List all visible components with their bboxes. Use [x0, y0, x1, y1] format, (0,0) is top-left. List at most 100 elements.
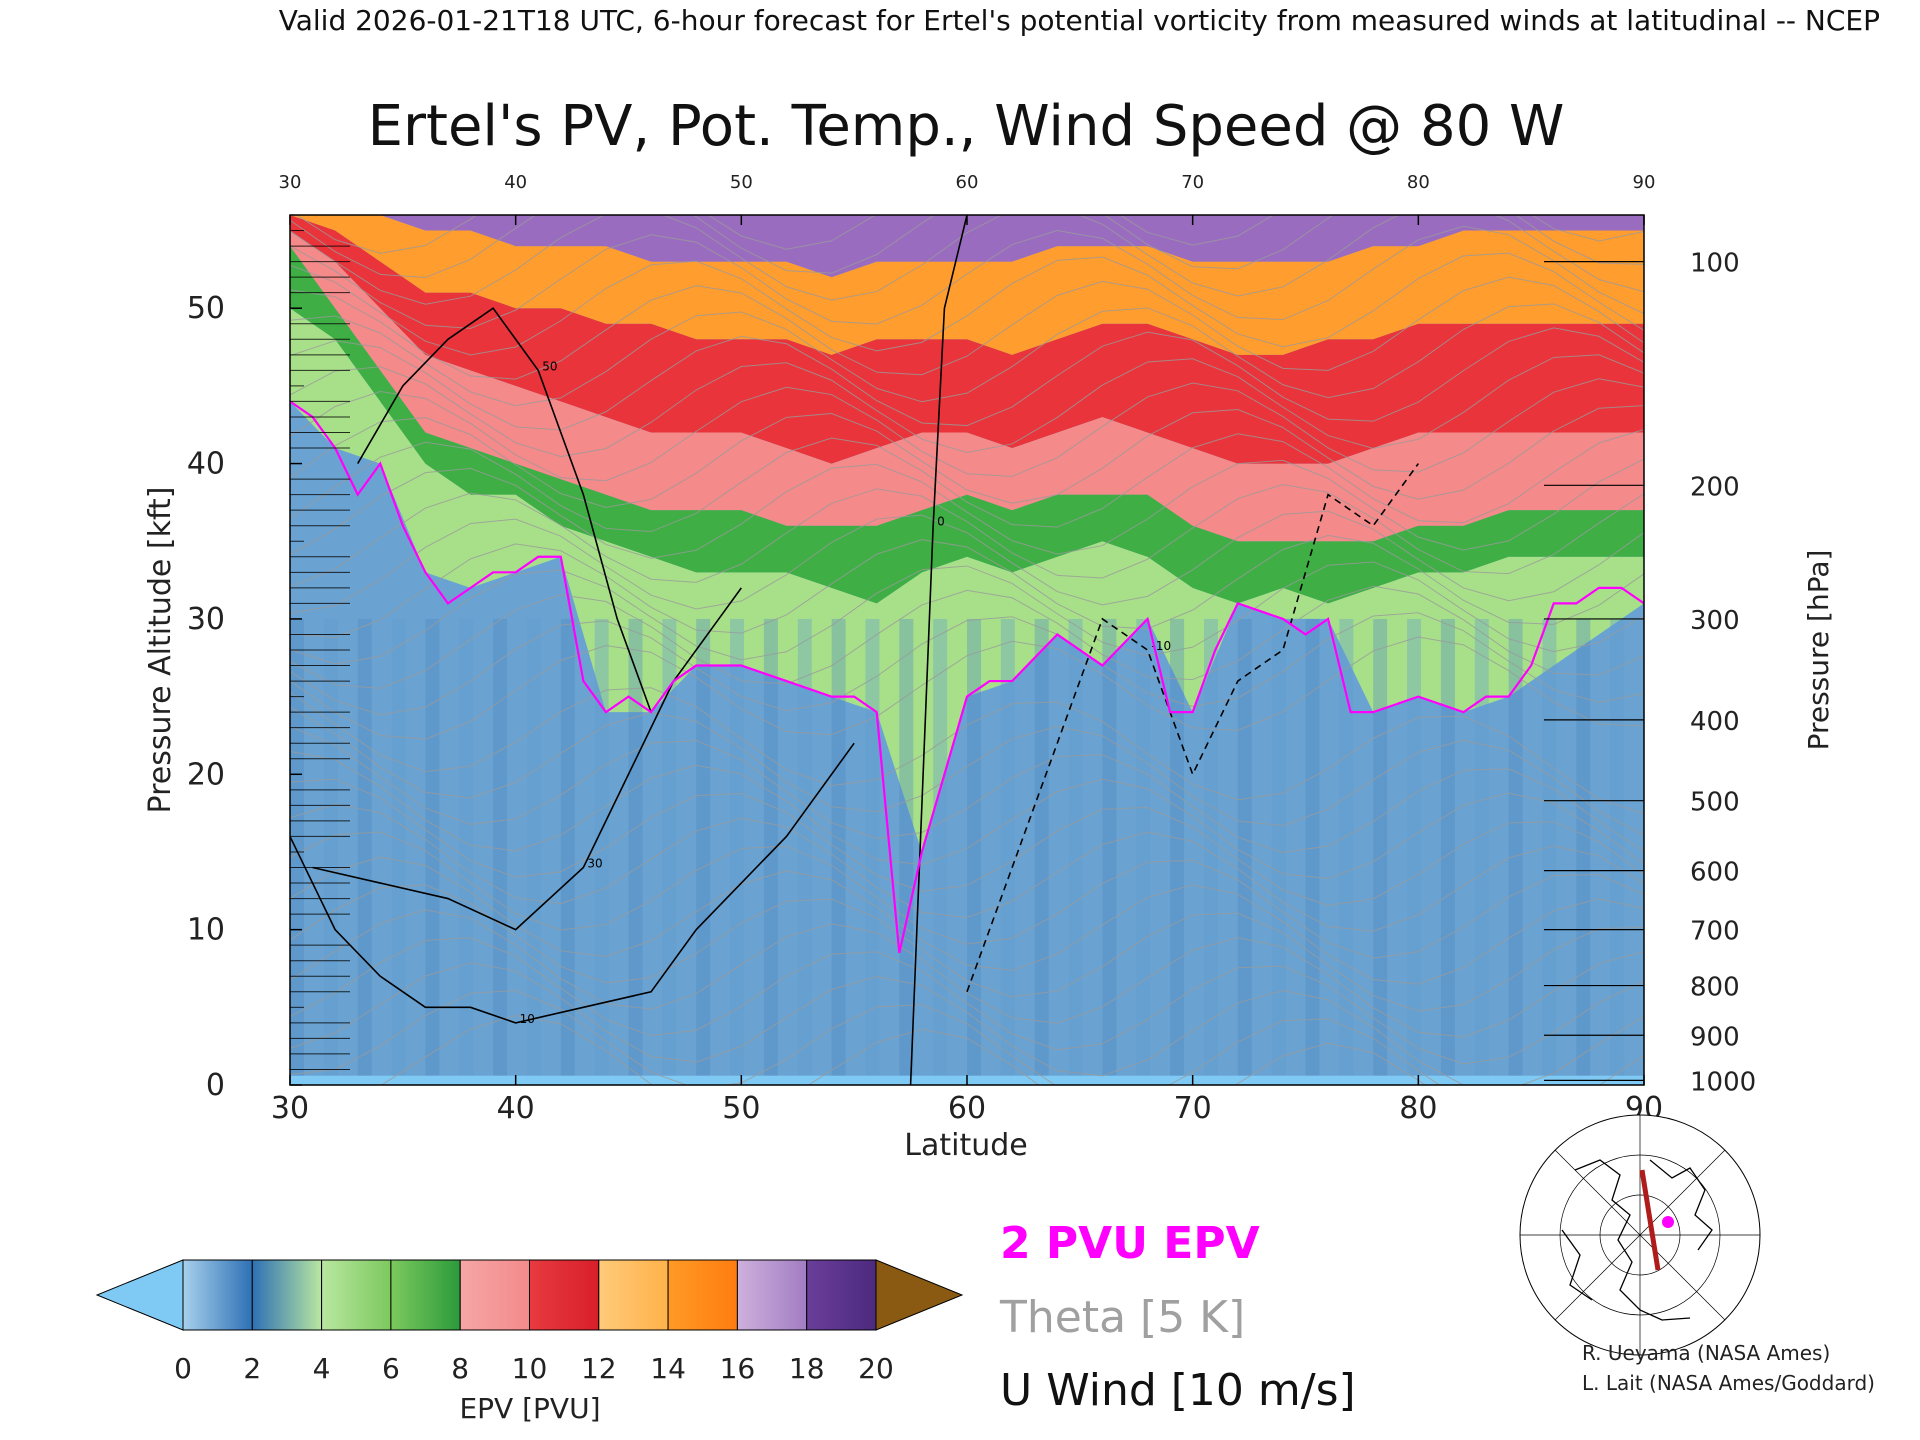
tropopause-2pvu — [290, 400, 1644, 954]
legend-item-theta: Theta [5 K] — [999, 1292, 1245, 1343]
y-axis-label: Pressure Altitude [kft] — [143, 487, 178, 814]
colorbar-tick-label: 8 — [451, 1352, 469, 1385]
y2-axis-label: Pressure [hPa] — [1802, 550, 1835, 751]
x-tick-label: 70 — [1174, 1091, 1212, 1126]
wind-contour-label: 50 — [542, 359, 557, 373]
y-tick-label: 40 — [187, 447, 225, 482]
theta-line — [290, 778, 1644, 906]
colorbar-tick-label: 16 — [720, 1352, 756, 1385]
colorbar-segment — [806, 1259, 877, 1331]
pv-band — [1305, 618, 1320, 1085]
pv-band — [1068, 618, 1083, 1085]
colorbar-tick-label: 2 — [243, 1352, 261, 1385]
x-tick-label: 40 — [497, 1091, 535, 1126]
pressure-tick-label: 500 — [1690, 788, 1740, 818]
theta-contours — [290, 215, 1644, 1085]
pv-band — [391, 618, 406, 1085]
colorbar-tick-label: 20 — [858, 1352, 894, 1385]
pv-band — [1034, 618, 1049, 1085]
pv-band — [1508, 618, 1523, 1085]
tropopause-line — [290, 400, 1644, 954]
pv-band — [1136, 618, 1151, 1085]
theta-line — [290, 534, 1644, 639]
theta-line — [290, 215, 1644, 279]
axis-ticks: 30 30 40 40 50 50 60 60 70 70 80 80 90 900 10 20 30 40 50 1… — [187, 172, 1756, 1126]
theta-line — [290, 687, 1644, 815]
pv-band — [290, 308, 1644, 852]
colorbar-segment — [598, 1259, 669, 1331]
theta-line — [290, 856, 1644, 985]
wind-contour-line — [312, 587, 742, 931]
pv-band — [1000, 618, 1015, 1085]
x-top-tick-label: 30 — [279, 172, 302, 193]
colorbar-under-arrow — [95, 1259, 184, 1331]
theta-line — [290, 636, 1644, 740]
theta-line — [290, 962, 1644, 1085]
map-location-marker — [1662, 1216, 1674, 1228]
theta-line — [290, 725, 1644, 854]
x-tick-label: 30 — [271, 1091, 309, 1126]
x-top-tick-label: 80 — [1407, 172, 1430, 193]
pv-band — [1170, 618, 1185, 1085]
wind-contour-line — [909, 215, 968, 1085]
pressure-tick-label: 600 — [1690, 858, 1740, 888]
colorbar-segment — [390, 1259, 461, 1331]
pv-band — [459, 618, 474, 1085]
pv-band — [1271, 618, 1286, 1085]
colorbar-segment — [736, 1259, 808, 1331]
x-top-tick-label: 90 — [1633, 172, 1656, 193]
colorbar-tick-label: 0 — [174, 1352, 192, 1385]
pv-band — [696, 618, 711, 1085]
x-tick-label: 80 — [1399, 1091, 1437, 1126]
pressure-tick-label: 400 — [1690, 707, 1740, 737]
wind-contour-label: 10 — [520, 1012, 535, 1026]
pv-band — [865, 618, 880, 1085]
pressure-tick-label: 800 — [1690, 973, 1740, 1003]
pv-band — [662, 618, 677, 1085]
y-tick-label: 10 — [187, 913, 225, 948]
legend-item-epv: 2 PVU EPV — [1000, 1218, 1260, 1269]
colorbar-tick-label: 18 — [789, 1352, 825, 1385]
wind-contour-label: -10 — [1152, 639, 1172, 653]
theta-line — [290, 429, 1644, 533]
theta-line — [290, 510, 1644, 614]
wind-contours: 50 30 10 0 -10 — [290, 215, 1419, 1085]
colorbar-tick-label: 12 — [581, 1352, 617, 1385]
pressure-tick-label: 900 — [1690, 1022, 1740, 1052]
colorbar-tick-label: 6 — [382, 1352, 400, 1385]
theta-line — [290, 937, 1644, 1065]
theta-line — [290, 215, 1644, 305]
theta-line — [290, 378, 1644, 482]
theta-line — [290, 561, 1644, 665]
map-cross-section-line — [1639, 1169, 1661, 1271]
colorbar-segment — [321, 1259, 392, 1331]
pv-band — [560, 618, 575, 1085]
theta-line — [290, 276, 1644, 380]
x-tick-label: 50 — [722, 1091, 760, 1126]
pv-band — [1440, 618, 1455, 1085]
pv-band — [594, 618, 609, 1085]
theta-line — [290, 252, 1644, 356]
colorbar-over-arrow — [875, 1259, 964, 1331]
pv-band — [1237, 618, 1252, 1085]
wind-contour-line — [357, 307, 652, 713]
chart-title: Ertel's PV, Pot. Temp., Wind Speed @ 80 … — [368, 94, 1565, 159]
theta-line — [290, 303, 1644, 407]
pv-band — [628, 618, 643, 1085]
y-tick-label: 30 — [187, 602, 225, 637]
pv-band — [1542, 618, 1557, 1085]
colorbar-label: EPV [PVU] — [459, 1392, 600, 1425]
pv-band — [1373, 618, 1388, 1085]
colorbar-tick-label: 14 — [650, 1352, 686, 1385]
pressure-tick-label: 1000 — [1690, 1067, 1756, 1097]
pv-band — [730, 618, 745, 1085]
theta-line — [290, 484, 1644, 588]
y-tick-label: 50 — [187, 291, 225, 326]
theta-line — [290, 909, 1644, 1038]
theta-line — [290, 354, 1644, 458]
pv-band — [1474, 618, 1489, 1085]
pv-fill-layer — [290, 215, 1644, 1085]
wind-contour-line — [966, 463, 1419, 993]
theta-line — [290, 990, 1644, 1085]
theta-line — [290, 803, 1644, 932]
